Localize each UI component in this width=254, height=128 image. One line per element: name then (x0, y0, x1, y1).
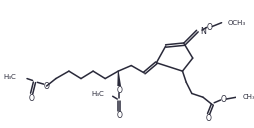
Text: CH₃: CH₃ (243, 94, 254, 100)
Text: O: O (206, 114, 212, 123)
Text: O: O (44, 82, 50, 91)
Polygon shape (117, 71, 121, 86)
Text: N: N (200, 27, 206, 36)
Text: O: O (207, 23, 212, 32)
Text: O: O (220, 95, 226, 104)
Text: OCH₃: OCH₃ (228, 20, 246, 26)
Text: O: O (116, 111, 122, 120)
Text: O: O (29, 94, 35, 103)
Text: H₃C: H₃C (91, 91, 104, 97)
Text: O: O (116, 86, 122, 95)
Text: H₃C: H₃C (3, 74, 16, 80)
